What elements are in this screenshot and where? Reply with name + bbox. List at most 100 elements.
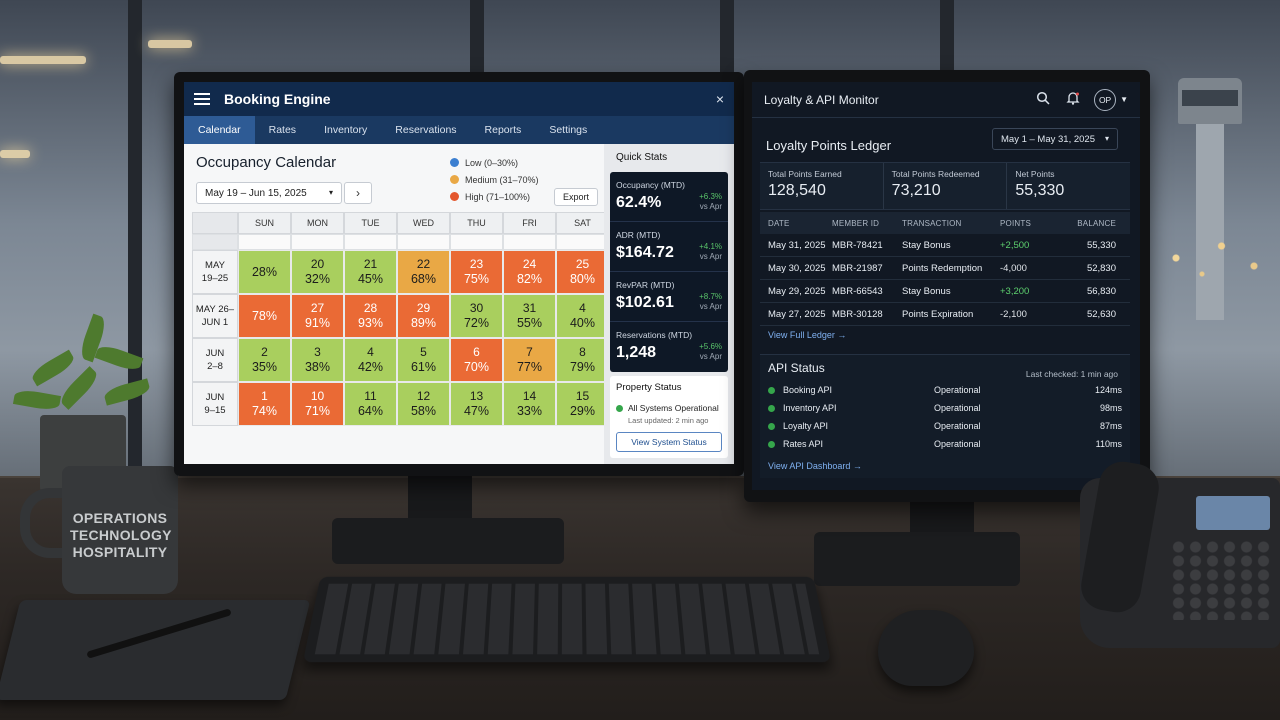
table-row[interactable]: May 31, 2025 MBR-78421 Stay Bonus +2,500 55,… [760, 234, 1130, 257]
menu-icon[interactable] [194, 93, 210, 105]
monitor-stand-base [814, 532, 1020, 586]
legend: Low (0–30%) Medium (31–70%) High (71–100… [450, 154, 539, 205]
column-header[interactable]: POINTS [1000, 218, 1031, 228]
column-header[interactable]: MEMBER ID [832, 218, 880, 228]
next-period-button[interactable]: › [344, 182, 372, 204]
column-header[interactable]: BALANCE [1077, 218, 1116, 228]
api-latency: 110ms [1095, 439, 1122, 449]
cell-date: May 31, 2025 [768, 239, 826, 251]
search-icon[interactable] [1036, 91, 1050, 108]
cell-member: MBR-66543 [832, 285, 883, 297]
api-row[interactable]: Booking API Operational 124ms [768, 381, 1122, 399]
calendar-day-cell[interactable]: 12 58% [397, 382, 450, 426]
quick-stats-title: Quick Stats [616, 152, 668, 163]
total-earned: Total Points Earned 128,540 [760, 163, 884, 209]
api-row[interactable]: Loyalty API Operational 87ms [768, 417, 1122, 435]
city-lights [1150, 210, 1280, 290]
calendar-day-cell[interactable]: 28 93% [344, 294, 397, 338]
calendar-day-cell[interactable]: 78% [238, 294, 291, 338]
chevron-down-icon[interactable]: ▼ [1120, 95, 1128, 104]
occupancy-percent: 78% [251, 309, 278, 323]
tab-calendar[interactable]: Calendar [184, 116, 255, 144]
table-row[interactable]: May 29, 2025 MBR-66543 Stay Bonus +3,200 56,… [760, 280, 1130, 303]
stat-delta-value: +8.7% [699, 292, 722, 301]
calendar-day-cell[interactable]: 6 70% [450, 338, 503, 382]
occupancy-percent: 38% [304, 360, 331, 374]
chevron-down-icon: ▾ [1104, 134, 1109, 143]
view-full-ledger-link[interactable]: View Full Ledger → [768, 330, 847, 340]
api-name: Rates API [783, 439, 824, 449]
status-ok-icon [768, 440, 775, 448]
occupancy-percent: 80% [569, 272, 596, 286]
calendar-day-cell[interactable]: 1 74% [238, 382, 291, 426]
occupancy-percent: 82% [516, 272, 543, 286]
calendar-day-cell[interactable]: 8 79% [556, 338, 609, 382]
tab-rates[interactable]: Rates [268, 124, 297, 136]
calendar-day-cell[interactable]: 14 33% [503, 382, 556, 426]
tab-reservations[interactable]: Reservations [395, 124, 457, 136]
calendar-day-cell[interactable]: 2 35% [238, 338, 291, 382]
occupancy-percent: 61% [410, 360, 437, 374]
cell-balance: 56,830 [1086, 285, 1116, 297]
tab-reports[interactable]: Reports [484, 124, 522, 136]
bell-icon[interactable] [1066, 91, 1080, 108]
tab-inventory[interactable]: Inventory [324, 124, 368, 136]
calendar-day-cell[interactable]: 25 80% [556, 250, 609, 294]
calendar-day-cell[interactable]: 10 71% [291, 382, 344, 426]
calendar-day-cell[interactable]: 21 45% [344, 250, 397, 294]
calendar-day-cell[interactable]: 20 32% [291, 250, 344, 294]
calendar-day-cell[interactable]: 24 82% [503, 250, 556, 294]
tab-settings[interactable]: Settings [549, 124, 588, 136]
total-redeemed: Total Points Redeemed 73,210 [884, 163, 1008, 209]
date-range-select[interactable]: May 19 – Jun 15, 2025 ▾ [196, 182, 342, 204]
export-button[interactable]: Export [554, 188, 598, 206]
calendar-day-cell[interactable]: 29 89% [397, 294, 450, 338]
calendar-day-cell[interactable]: 11 64% [344, 382, 397, 426]
column-header[interactable]: TRANSACTION [902, 218, 962, 228]
api-row[interactable]: Inventory API Operational 98ms [768, 399, 1122, 417]
calendar-day-cell[interactable]: 27 91% [291, 294, 344, 338]
avatar[interactable]: OP [1094, 88, 1117, 111]
view-system-status-button[interactable]: View System Status [616, 432, 722, 452]
api-name: Inventory API [783, 403, 837, 413]
calendar-day-cell[interactable]: 28% [238, 250, 291, 294]
property-status-card: Property Status All Systems Operational … [610, 376, 728, 458]
occupancy-percent: 72% [463, 316, 490, 330]
legend-label: Medium (31–70%) [465, 174, 539, 185]
monitor-stand-base [332, 518, 564, 564]
cell-tx: Stay Bonus [902, 239, 951, 251]
calendar-day-cell[interactable]: 23 75% [450, 250, 503, 294]
week-label-line: JUN 1 [201, 317, 229, 328]
weekday-label: WED [397, 212, 450, 234]
calendar-day-cell[interactable]: 4 40% [556, 294, 609, 338]
stat-delta-compare: vs Apr [699, 302, 722, 311]
status-ok-icon [616, 404, 623, 412]
stat-value: $102.61 [616, 294, 674, 311]
table-row[interactable]: May 30, 2025 MBR-21987 Points Redemption -4… [760, 257, 1130, 280]
spacer-row [192, 234, 609, 250]
calendar-day-cell[interactable]: 13 47% [450, 382, 503, 426]
calendar-day-cell[interactable]: 5 61% [397, 338, 450, 382]
ledger-date-range-select[interactable]: May 1 – May 31, 2025 ▾ [992, 128, 1118, 150]
status-ok-icon [768, 404, 775, 412]
day-number: 23 [469, 257, 484, 271]
table-row[interactable]: May 27, 2025 MBR-30128 Points Expiration -2… [760, 303, 1130, 326]
calendar-day-cell[interactable]: 3 38% [291, 338, 344, 382]
calendar-day-cell[interactable]: 30 72% [450, 294, 503, 338]
calendar-day-cell[interactable]: 15 29% [556, 382, 609, 426]
calendar-day-cell[interactable]: 4 42% [344, 338, 397, 382]
close-icon[interactable]: × [715, 91, 724, 107]
stat-occupancy: Occupancy (MTD) 62.4% +6.3% vs Apr [610, 172, 728, 222]
mug-handle [20, 488, 70, 558]
view-api-dashboard-link[interactable]: View API Dashboard → [768, 461, 862, 471]
api-row[interactable]: Rates API Operational 110ms [768, 435, 1122, 453]
ledger-date-range-value: May 1 – May 31, 2025 [1001, 134, 1095, 145]
occupancy-percent: 64% [357, 404, 384, 418]
calendar-day-cell[interactable]: 31 55% [503, 294, 556, 338]
api-status: Operational [934, 421, 981, 431]
calendar-day-cell[interactable]: 22 68% [397, 250, 450, 294]
occupancy-percent: 35% [251, 360, 278, 374]
column-header[interactable]: DATE [768, 218, 790, 228]
stat-adr: ADR (MTD) $164.72 +4.1% vs Apr [610, 222, 728, 272]
calendar-day-cell[interactable]: 7 77% [503, 338, 556, 382]
